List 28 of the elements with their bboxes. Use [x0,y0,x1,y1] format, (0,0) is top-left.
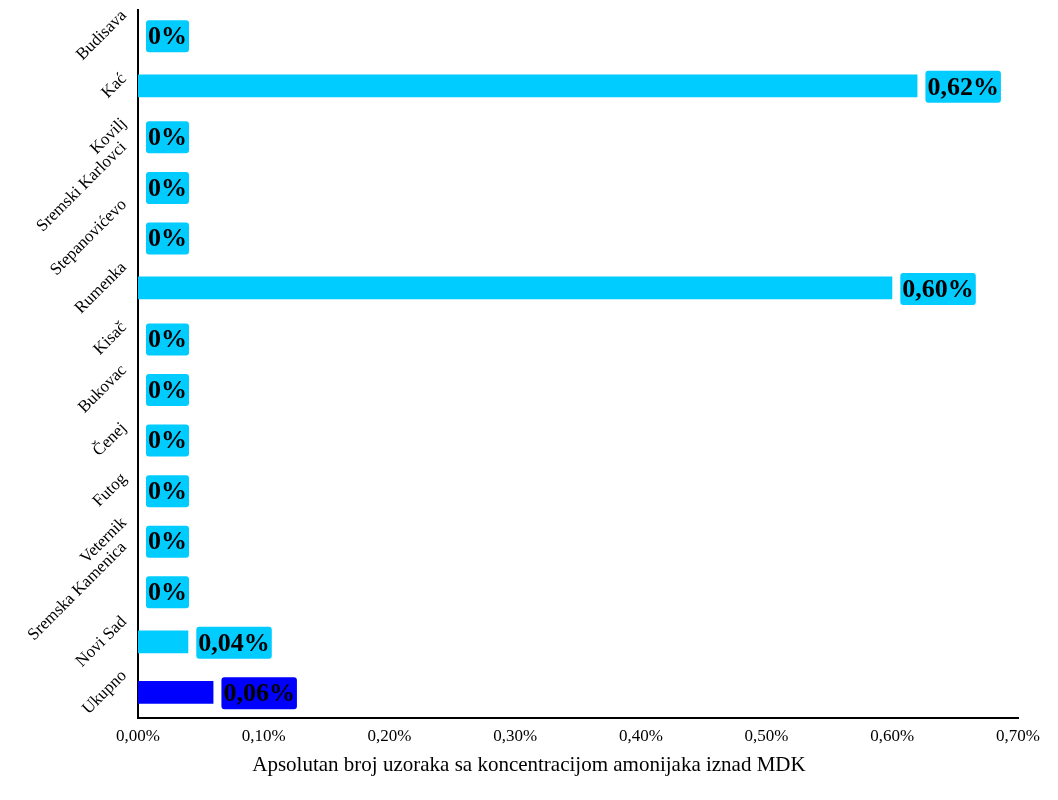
x-axis-title: Apsolutan broj uzoraka sa koncentracijom amonijaka iznad MDK [251,752,807,777]
x-tick-label: 0,60% [870,726,915,746]
data-label: 0% [148,20,187,50]
data-label: 0% [148,576,187,606]
x-tick-label: 0,70% [996,726,1040,746]
x-tick-label: 0,40% [618,726,663,746]
data-label: 0% [148,223,187,253]
data-label: 0,06% [223,678,295,708]
data-label: 0,60% [902,273,974,303]
x-tick-label: 0,30% [493,726,538,746]
bar [138,74,918,98]
y-tick-label: Kać [97,68,131,102]
data-label: 0% [148,526,187,556]
data-label: 0% [148,172,187,202]
data-label: 0,62% [927,71,999,101]
bar [138,276,893,300]
bar [138,680,214,704]
x-tick-label: 0,20% [367,726,412,746]
data-label: 0% [148,475,187,505]
data-label: 0% [148,122,187,152]
x-tick-label: 0,00% [116,726,160,746]
data-label: 0% [148,374,187,404]
x-tick-label: 0,10% [241,726,286,746]
bar [138,630,189,654]
data-label: 0% [148,324,187,354]
x-tick-label: 0,50% [744,726,789,746]
data-label: 0,04% [198,627,270,657]
data-label: 0% [148,425,187,455]
